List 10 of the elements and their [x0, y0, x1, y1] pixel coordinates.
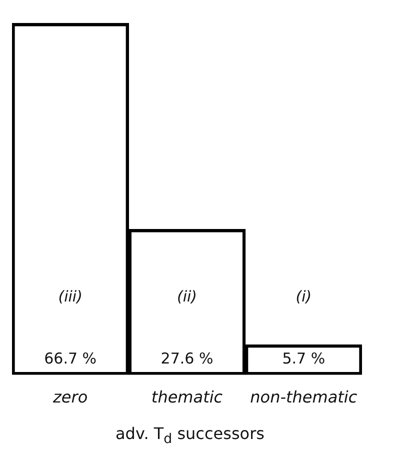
x-tick-label: zero [52, 388, 88, 407]
annotation: (i) [296, 288, 312, 306]
data-label: 27.6 % [160, 350, 214, 368]
annotation: (ii) [176, 288, 198, 306]
x-axis-title: adv. T$_{d}$ successors [114, 424, 266, 448]
x-tick-label: thematic [151, 388, 223, 407]
data-label: 5.7 % [282, 350, 326, 368]
x-tick-label: non-thematic [250, 388, 358, 407]
data-label: 66.7 % [44, 350, 97, 368]
annotation: (iii) [58, 288, 82, 306]
